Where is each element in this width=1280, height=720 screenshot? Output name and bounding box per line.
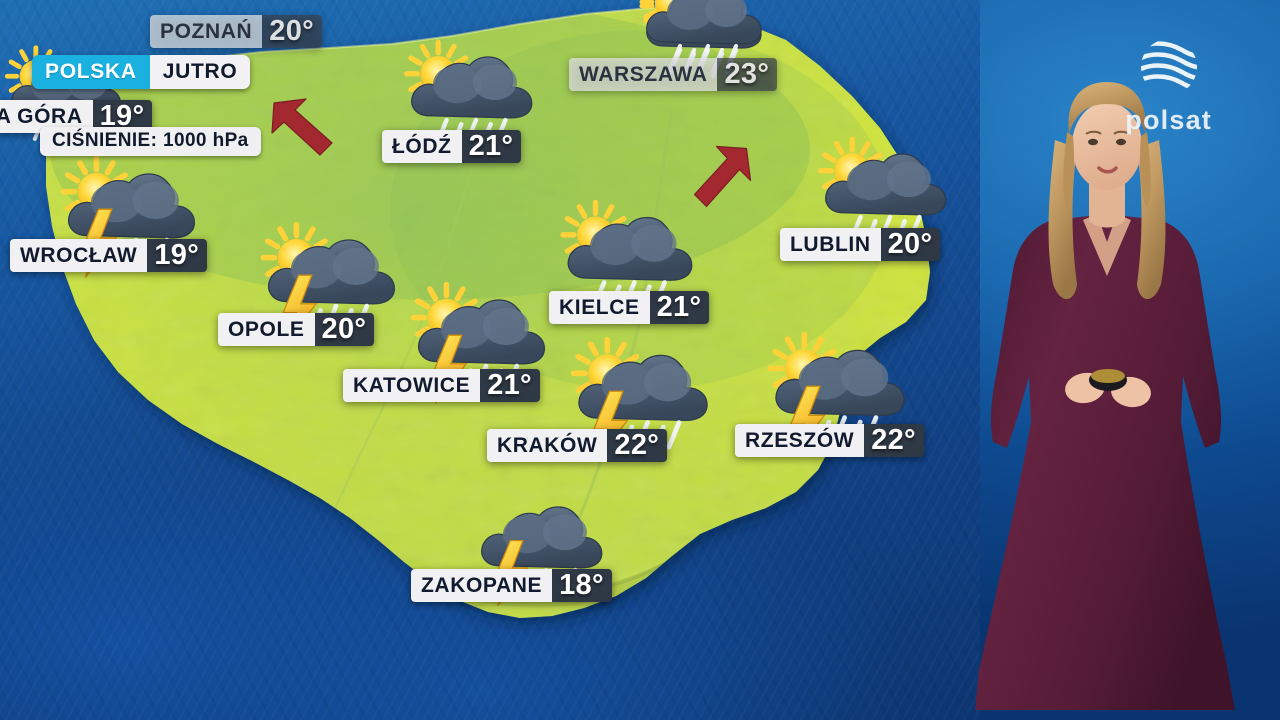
- city-name-kielce: KIELCE: [549, 291, 650, 324]
- presenter-dress: [975, 214, 1235, 710]
- city-name-warszawa: WARSZAWA: [569, 58, 718, 91]
- city-label-poznan: POZNAŃ 20°: [150, 15, 323, 48]
- presenter-eye-right: [1116, 138, 1126, 146]
- city-temperature-poznan: 20°: [262, 15, 323, 48]
- cloud-icon: [411, 56, 533, 119]
- presenter-neckline: [1083, 214, 1131, 276]
- city-name-krakow: KRAKÓW: [487, 429, 608, 462]
- city-name-wroclaw: WROCŁAW: [10, 239, 148, 272]
- weather-icon-cloud-storm-rain: [481, 506, 603, 607]
- weather-icon-sun-cloud-rain: [404, 39, 533, 150]
- presenter-hair-top: [1068, 82, 1146, 134]
- weather-icon-lodz: [392, 36, 550, 167]
- city-temperature-zakopane: 18°: [552, 569, 612, 602]
- city-label-warszawa: WARSZAWA 23°: [569, 58, 778, 91]
- city-label-wroclaw: WROCŁAW 19°: [10, 239, 208, 272]
- city-label-rzeszow: RZESZÓW 22°: [735, 424, 924, 457]
- city-temperature-lublin: 20°: [880, 228, 941, 261]
- city-label-lodz: ŁÓDŹ 21°: [382, 130, 522, 163]
- city-name-rzeszow: RZESZÓW: [735, 424, 865, 457]
- city-name-katowice: KATOWICE: [343, 369, 481, 402]
- weather-icon-zakopane: [462, 486, 620, 617]
- city-temperature-opole: 20°: [314, 313, 375, 346]
- cloud-icon: [567, 216, 693, 281]
- city-temperature-lodz: 21°: [461, 130, 522, 163]
- cloud-icon: [825, 153, 947, 216]
- city-temperature-kielce: 21°: [649, 291, 710, 324]
- pressure-label: CIŚNIENIE: 1000 hPa: [40, 127, 261, 156]
- presenter-hair-side-right: [1139, 132, 1151, 208]
- arrow-southwest: [688, 145, 755, 215]
- city-temperature-warszawa: 23°: [717, 58, 778, 91]
- cloud-icon: [646, 0, 762, 45]
- city-name-opole: OPOLE: [218, 313, 315, 346]
- polsat-globe-icon: [1140, 41, 1197, 93]
- weather-icon-opole: [248, 218, 413, 356]
- city-name-zakopane: ZAKOPANE: [411, 569, 553, 602]
- presenter-face: [1072, 102, 1142, 190]
- city-name-poznan: POZNAŃ: [150, 15, 263, 48]
- polsat-logo: polsat: [1125, 36, 1212, 136]
- city-name-lublin: LUBLIN: [780, 228, 881, 261]
- city-label-krakow: KRAKÓW 22°: [487, 429, 668, 462]
- arrow-icon: [693, 145, 752, 208]
- city-label-kielce: KIELCE 21°: [549, 291, 710, 324]
- presenter-mouth: [1097, 166, 1118, 174]
- cloud-icon: [481, 506, 603, 569]
- polsat-wordmark: polsat: [1125, 105, 1212, 135]
- presenter-hair-side-left: [1063, 132, 1075, 208]
- header-banner: POLSKA JUTRO: [32, 55, 251, 89]
- weather-icon-katowice: [398, 278, 563, 416]
- arrow-northwest: [270, 95, 340, 162]
- weather-presenter: [975, 82, 1235, 710]
- city-label-opole: OPOLE 20°: [218, 313, 375, 346]
- city-temperature-krakow: 22°: [607, 429, 668, 462]
- header-country: POLSKA: [32, 55, 150, 89]
- presenter-brow-right: [1113, 130, 1130, 135]
- city-label-katowice: KATOWICE 21°: [343, 369, 540, 402]
- weather-icon-krakow: [558, 333, 726, 473]
- city-temperature-katowice: 21°: [480, 369, 540, 402]
- arrow-icon: [271, 98, 333, 156]
- weather-icon-sun-cloud-storm-rain: [570, 336, 708, 462]
- presenter-clicker-detail: [1091, 369, 1125, 383]
- weather-icon-sun-cloud-storm-rain: [410, 281, 545, 404]
- presenter-brow-left: [1085, 130, 1102, 135]
- city-temperature-rzeszow: 22°: [864, 424, 924, 457]
- city-label-lublin: LUBLIN 20°: [780, 228, 941, 261]
- weather-icon-sun-cloud-storm-rain: [260, 221, 395, 344]
- header-day: JUTRO: [149, 55, 251, 89]
- city-temperature-wroclaw: 19°: [147, 239, 208, 272]
- city-label-zakopane: ZAKOPANE 18°: [411, 569, 612, 602]
- presenter-eye-left: [1088, 138, 1098, 146]
- city-name-lodz: ŁÓDŹ: [382, 130, 462, 163]
